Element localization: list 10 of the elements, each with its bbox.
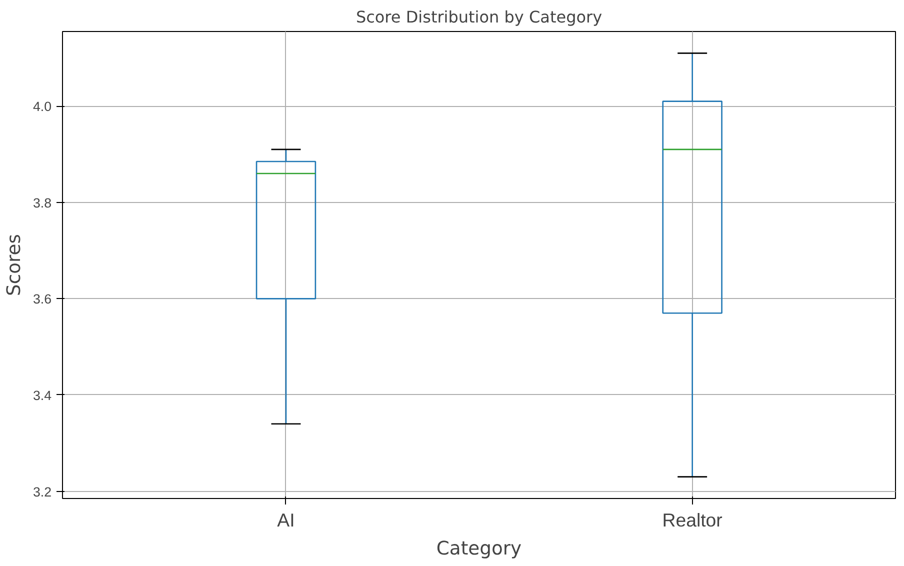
x-tick-label: Realtor — [662, 510, 722, 530]
y-tick-label: 3.2 — [32, 484, 52, 500]
y-tick-label: 3.6 — [32, 292, 52, 307]
chart-title: Score Distribution by Category — [356, 8, 602, 26]
y-axis-title: Scores — [4, 234, 25, 296]
y-tick-label: 3.8 — [32, 195, 52, 210]
y-tick-label: 4.0 — [32, 99, 52, 114]
y-tick-label: 3.4 — [32, 388, 52, 403]
x-tick-label: AI — [277, 510, 295, 530]
x-axis-title: Category — [436, 538, 522, 560]
